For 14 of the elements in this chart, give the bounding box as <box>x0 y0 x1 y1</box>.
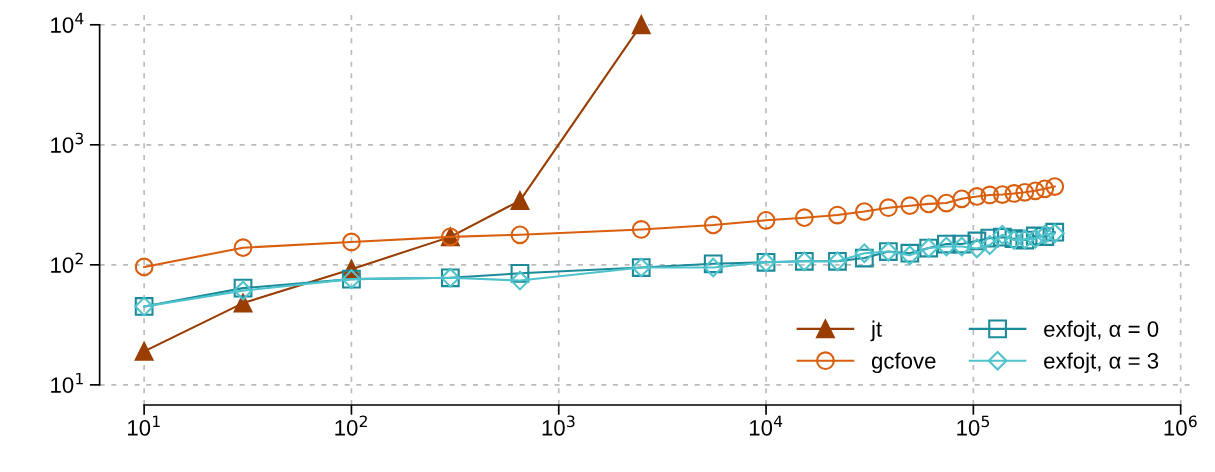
y-tick-label: 10$^{2}$ <box>51 252 83 273</box>
x-tick-label: 10$^{1}$ <box>128 415 160 436</box>
y-tick-label: 10$^{1}$ <box>51 372 83 393</box>
legend-label: exfojt, α = 0 <box>1044 320 1159 342</box>
legend-label: exfojt, α = 3 <box>1044 352 1159 374</box>
x-tick-label: 10$^{5}$ <box>957 415 990 436</box>
legend-label: gcfove <box>871 352 936 374</box>
x-tick-label: 10$^{6}$ <box>1164 415 1197 436</box>
y-tick-label: 10$^{3}$ <box>51 132 84 153</box>
x-tick-label: 10$^{4}$ <box>749 415 783 436</box>
legend-label: jt <box>870 320 882 342</box>
x-tick-label: 10$^{3}$ <box>542 415 575 436</box>
x-tick-label: 10$^{2}$ <box>335 415 367 436</box>
y-tick-label: 10$^{4}$ <box>51 12 84 33</box>
